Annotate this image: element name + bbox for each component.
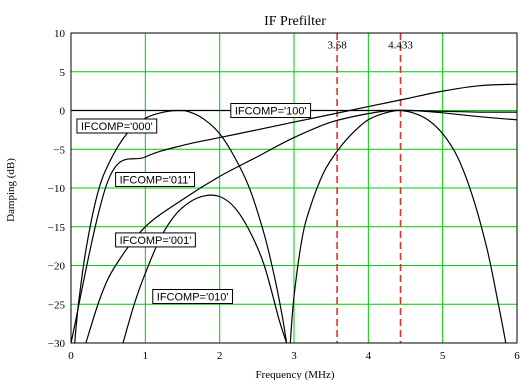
curve-label: IFCOMP='011' — [115, 171, 196, 187]
curve-label-text: IFCOMP='010' — [157, 292, 229, 304]
y-tick-label: 10 — [54, 28, 66, 40]
x-axis-label: Frequency (MHz) — [255, 369, 334, 380]
x-tick-label: 0 — [68, 350, 74, 362]
curve-label-box — [76, 118, 158, 134]
x-tick-label: 3 — [291, 350, 297, 362]
tick-labels: 0 1 2 3 4 5 6 10 5 0 −5 −10 −15 −20 −25 −30 — [48, 28, 520, 362]
plot-frame — [70, 32, 518, 344]
series-line — [74, 109, 288, 343]
x-tick-label: 6 — [514, 350, 520, 362]
y-tick-label: −15 — [48, 222, 66, 234]
curve-label-box — [115, 171, 196, 187]
curve-label: IFCOMP='010' — [152, 289, 234, 304]
marker-label: 3.58 — [327, 40, 347, 52]
y-tick-label: −25 — [48, 299, 66, 311]
series-line — [71, 83, 517, 343]
curve-label: IFCOMP='001' — [115, 232, 196, 248]
y-tick-label: 0 — [60, 106, 66, 118]
curve-label-text: IFCOMP='100' — [235, 106, 307, 118]
y-tick-label: −5 — [53, 144, 65, 156]
x-tick-label: 4 — [366, 350, 372, 362]
y-tick-label: −30 — [48, 338, 66, 350]
curve-label-text: IFCOMP='000' — [81, 121, 153, 133]
curves — [71, 83, 517, 343]
curve-label-text: IFCOMP='001' — [120, 235, 192, 247]
x-tick-label: 2 — [217, 350, 223, 362]
series-line — [289, 109, 507, 343]
x-tick-label: 5 — [440, 350, 446, 362]
curve-label-text: IFCOMP='011' — [120, 174, 191, 186]
curve-label: IFCOMP='100' — [230, 103, 312, 118]
curve-label-box — [152, 289, 234, 304]
y-tick-label: −10 — [48, 183, 66, 195]
series-line — [122, 194, 288, 343]
x-tick-label: 1 — [143, 350, 149, 362]
curve-labels: IFCOMP='100' IFCOMP='000' IFCOMP='011' IFCO… — [76, 103, 312, 304]
curve-label-box — [230, 103, 312, 118]
y-tick-label: 5 — [60, 67, 66, 79]
y-tick-label: −20 — [48, 261, 66, 273]
chart-title: IF Prefilter — [264, 14, 326, 29]
curve-label-box — [115, 232, 196, 248]
curve-label: IFCOMP='000' — [76, 118, 158, 134]
marker-lines: 3.58 4.433 — [327, 33, 413, 343]
marker-label: 4.433 — [388, 40, 413, 52]
y-axis-label: Damping (dB) — [5, 158, 17, 222]
series-line — [85, 109, 517, 343]
